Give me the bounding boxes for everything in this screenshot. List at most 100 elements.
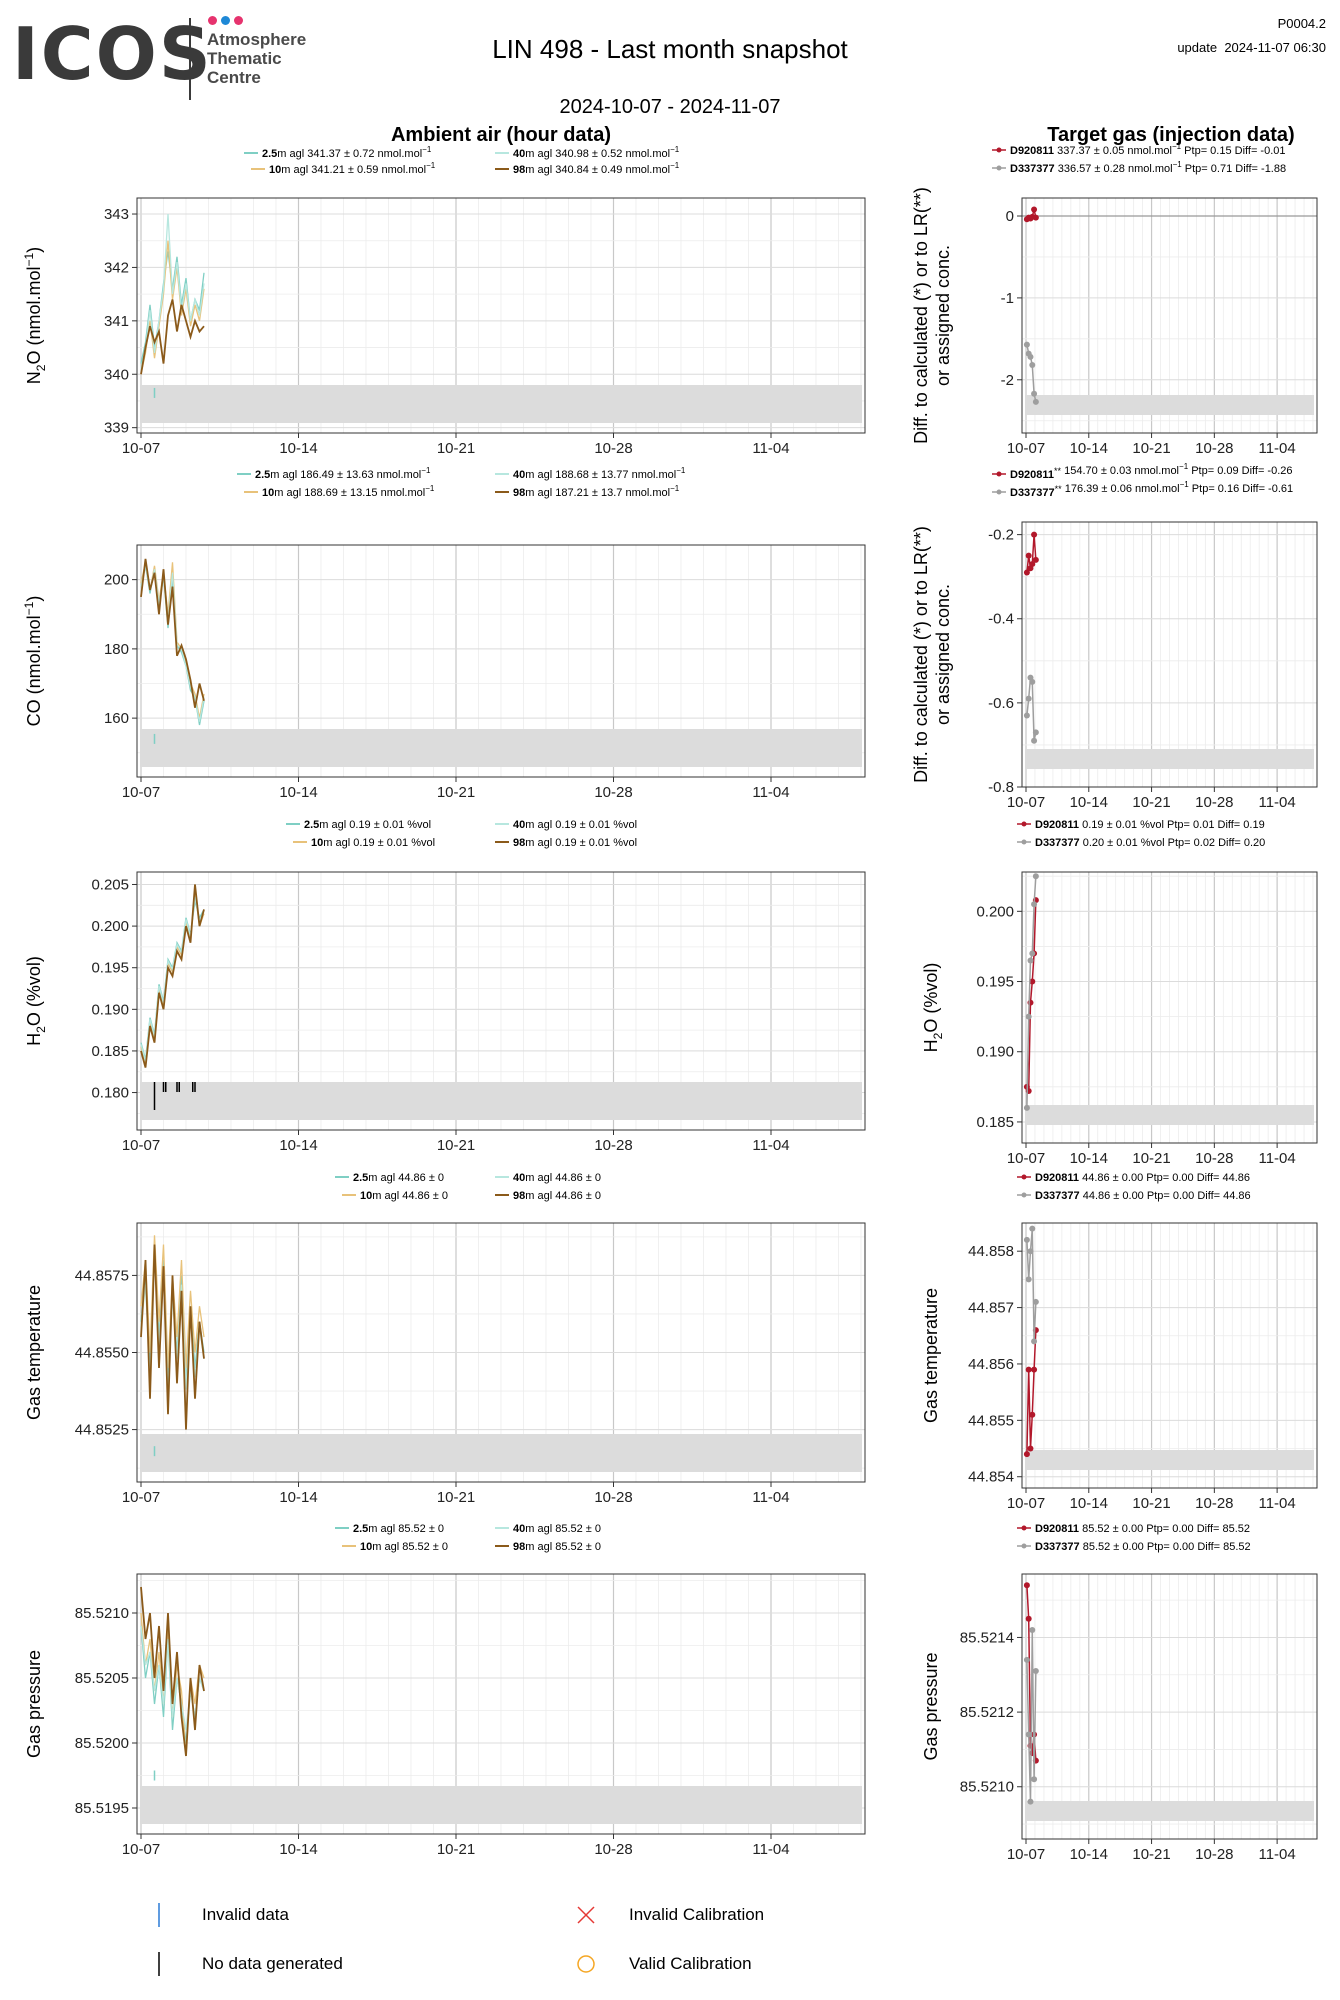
data-point-D337377 — [1027, 1248, 1034, 1255]
data-point-D920811 — [1031, 1366, 1038, 1373]
x-tick-label: 10-21 — [437, 784, 475, 801]
x-tick-label: 10-28 — [1195, 794, 1233, 811]
plot-frame — [1021, 1222, 1318, 1489]
plot-frame — [1021, 197, 1318, 434]
ambient-section-title: Ambient air (hour data) — [390, 124, 611, 146]
x-tick-label: 10-21 — [437, 1489, 475, 1506]
data-point-D337377 — [1027, 957, 1034, 964]
y-tick-label: 339 — [104, 420, 129, 437]
x-tick-label: 10-21 — [437, 1137, 475, 1154]
x-tick-label: 10-28 — [594, 1489, 632, 1506]
x-tick-label: 10-28 — [1195, 1846, 1233, 1863]
y-axis-label: CO (nmol.mol−1) — [22, 596, 44, 727]
invalid-calibration-icon — [577, 1906, 595, 1924]
x-tick-label: 10-14 — [279, 1841, 317, 1858]
x-tick-label: 10-07 — [1007, 1495, 1045, 1512]
missing-data-band — [1025, 395, 1314, 415]
series-line-10 — [140, 892, 205, 1064]
series-line-D920811 — [1026, 1330, 1037, 1455]
series-line-98 — [140, 558, 205, 708]
legend-swatch-dot — [1021, 821, 1027, 827]
series-line-D337377 — [1026, 876, 1037, 1108]
y-tick-label: 85.5205 — [75, 1670, 129, 1687]
plot-frame — [136, 544, 866, 778]
x-tick-label: 10-14 — [279, 784, 317, 801]
y-tick-label: 44.8575 — [75, 1267, 129, 1284]
data-point-D337377 — [1025, 1731, 1032, 1738]
missing-data-band — [140, 385, 862, 423]
plot-frame — [1021, 1573, 1318, 1840]
legend-entry: 40m agl 0.19 ± 0.01 %vol — [513, 819, 637, 831]
legend-entry: 98m agl 44.86 ± 0 — [513, 1190, 601, 1202]
data-point-D337377 — [1023, 1656, 1030, 1663]
legend-entry: 40m agl 85.52 ± 0 — [513, 1523, 601, 1535]
y-tick-label: 0.200 — [976, 903, 1014, 920]
footer-legend-symbols — [158, 1903, 595, 1976]
legend-entry: 2.5m agl 85.52 ± 0 — [353, 1523, 444, 1535]
legend-entry: D337377 0.20 ± 0.01 %vol Ptp= 0.02 Diff=… — [1035, 837, 1265, 849]
x-tick-label: 10-28 — [1195, 1495, 1233, 1512]
data-point-D337377 — [1029, 950, 1036, 957]
data-point-D920811 — [1023, 1582, 1030, 1589]
data-point-D337377 — [1023, 1236, 1030, 1243]
legend-entry: 2.5m agl 186.49 ± 13.63 nmol.mol−1 — [255, 466, 431, 481]
plot-frame — [1021, 521, 1318, 788]
logo-subtitle-line: Atmosphere — [207, 30, 307, 49]
data-point-D337377 — [1025, 1013, 1032, 1020]
legend-entry: 10m agl 44.86 ± 0 — [360, 1190, 448, 1202]
data-point-D337377 — [1029, 1225, 1036, 1232]
x-tick-label: 11-04 — [1258, 1846, 1295, 1863]
data-point-D337377 — [1031, 737, 1038, 744]
legend-entry: 2.5m agl 44.86 ± 0 — [353, 1172, 444, 1184]
data-point-D337377 — [1029, 362, 1036, 369]
y-tick-label: 85.5200 — [75, 1735, 129, 1752]
x-tick-label: 11-04 — [1258, 440, 1295, 457]
x-tick-label: 10-14 — [1070, 1150, 1108, 1167]
series-line-98 — [140, 1586, 205, 1757]
y-tick-label: 0.195 — [976, 974, 1014, 991]
logo-dot — [208, 16, 217, 25]
y-tick-label: 44.857 — [968, 1300, 1014, 1317]
data-point-D337377 — [1027, 353, 1034, 360]
y-tick-label: 85.5195 — [75, 1800, 129, 1817]
x-tick-label: 10-07 — [122, 440, 160, 457]
x-tick-label: 10-28 — [594, 1137, 632, 1154]
legend-entry: 10m agl 85.52 ± 0 — [360, 1541, 448, 1553]
plot-frame — [136, 871, 866, 1131]
x-tick-label: 10-14 — [279, 1137, 317, 1154]
legend-swatch-dot — [996, 165, 1002, 171]
data-point-D337377 — [1032, 398, 1039, 405]
y-axis-label: Gas temperature — [921, 1288, 941, 1423]
y-tick-label: 44.8550 — [75, 1345, 129, 1362]
legend-entry: D337377** 176.39 ± 0.06 nmol.mol−1 Ptp= … — [1010, 480, 1293, 499]
x-tick-label: 11-04 — [1258, 794, 1295, 811]
data-point-D920811 — [1031, 531, 1038, 538]
y-tick-label: -0.8 — [988, 779, 1014, 796]
y-tick-label: -0.2 — [988, 527, 1014, 544]
x-tick-label: 11-04 — [752, 1489, 789, 1506]
y-tick-label: 200 — [104, 572, 129, 589]
legend-swatch-dot — [996, 471, 1002, 477]
series-line-2.5 — [140, 900, 205, 1060]
logo-dot — [221, 16, 230, 25]
series-line-40 — [140, 213, 205, 370]
legend-swatch-dot — [996, 147, 1002, 153]
x-tick-label: 10-07 — [1007, 440, 1045, 457]
y-tick-label: 0.185 — [91, 1043, 129, 1060]
target-temp-panel: 44.854 44.855 44.856 44.857 44.858 10-07 10-14… — [921, 1172, 1318, 1512]
legend-entry: 2.5m agl 341.37 ± 0.72 nmol.mol−1 — [262, 145, 432, 160]
y-tick-label: 0.200 — [91, 918, 129, 935]
y-tick-label: 44.8525 — [75, 1422, 129, 1439]
missing-data-band — [140, 729, 862, 767]
data-point-D920811 — [1029, 978, 1036, 985]
plot-frame — [136, 197, 866, 434]
legend-entry: 40m agl 188.68 ± 13.77 nmol.mol−1 — [513, 466, 686, 481]
y-tick-label: -1 — [1001, 290, 1014, 307]
legend-entry: 98m agl 85.52 ± 0 — [513, 1541, 601, 1553]
data-point-D337377 — [1031, 1338, 1038, 1345]
legend-entry: D337377 44.86 ± 0.00 Ptp= 0.00 Diff= 44.… — [1035, 1190, 1251, 1202]
y-axis-label: H2O (%vol) — [921, 963, 945, 1053]
legend-entry: 2.5m agl 0.19 ± 0.01 %vol — [304, 819, 431, 831]
y-tick-label: 44.855 — [968, 1412, 1014, 1429]
